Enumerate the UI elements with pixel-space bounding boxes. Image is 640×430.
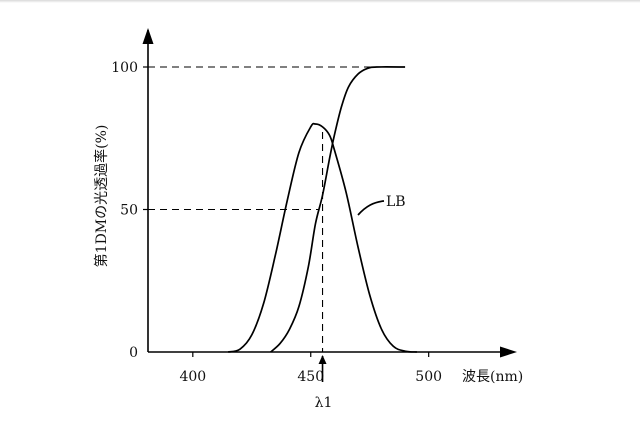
marker-label: λ1: [315, 395, 333, 411]
x-tick-label: 500: [415, 369, 442, 385]
y-tick-label: 0: [129, 345, 138, 361]
x-tick-label: 450: [297, 369, 324, 385]
x-axis-title: 波長(nm): [462, 369, 523, 385]
reference-lines: [148, 67, 377, 210]
y-tick-label: 50: [120, 203, 138, 219]
curve-transmittance: [271, 67, 405, 352]
x-tick-label: 400: [179, 369, 206, 385]
y-axis-title: 第1DMの光透過率(%): [93, 125, 110, 268]
lb-leader-line: [358, 201, 384, 215]
x-axis-arrow-icon: [500, 347, 517, 358]
y-axis-arrow-icon: [143, 28, 154, 44]
y-tick-label: 100: [111, 60, 138, 76]
axis-ticks: 0 50 100 400 450 500: [111, 60, 442, 385]
series-label-lb: LB: [386, 194, 406, 210]
